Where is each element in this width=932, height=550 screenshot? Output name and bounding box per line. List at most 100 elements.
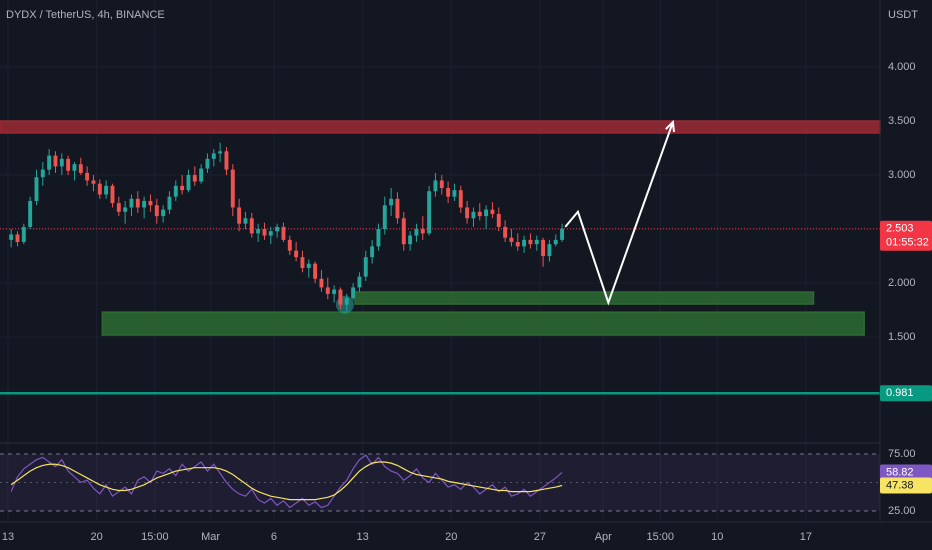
candle-body <box>338 289 343 305</box>
candle-body <box>458 190 463 208</box>
candle-body <box>439 180 444 189</box>
rsi-badge <box>880 477 932 494</box>
candle-body <box>129 198 134 208</box>
rsi-line <box>10 461 563 501</box>
candle-body <box>123 207 128 212</box>
zone <box>101 311 865 336</box>
candle-body <box>534 239 539 245</box>
x-tick-label: 13 <box>2 531 14 543</box>
candle-body <box>408 235 413 245</box>
candle-body <box>351 287 356 299</box>
candle-body <box>560 228 565 240</box>
candle-body <box>262 229 267 236</box>
candle-body <box>427 191 432 234</box>
x-tick-label: 13 <box>356 531 368 543</box>
candle-body <box>325 287 330 294</box>
candle-body <box>344 298 349 305</box>
candle-body <box>509 237 514 243</box>
candle-body <box>433 180 438 192</box>
x-tick-label: 15:00 <box>141 531 169 543</box>
candle-body <box>142 200 147 208</box>
x-tick-label: 20 <box>91 531 103 543</box>
candle-body <box>528 239 533 245</box>
currency-label: USDT <box>888 9 918 21</box>
y-tick-label: 2.000 <box>888 277 916 289</box>
candle-body <box>401 218 406 245</box>
candle-body <box>275 226 280 232</box>
candle-body <box>382 205 387 230</box>
candle-body <box>243 218 248 224</box>
candle-body <box>85 172 90 181</box>
candle-body <box>199 168 204 182</box>
candle-body <box>496 213 501 227</box>
candle-body <box>116 203 121 212</box>
zone <box>0 120 881 134</box>
candle-body <box>21 226 26 243</box>
level-label: 0.981 <box>886 387 914 399</box>
candle-body <box>452 190 457 197</box>
candle-body <box>268 231 273 236</box>
candle-body <box>357 276 362 288</box>
projection-arrowhead <box>665 119 675 133</box>
x-tick-label: 20 <box>445 531 457 543</box>
last-price-label: 2.503 <box>886 223 914 235</box>
y-tick-label: 3.500 <box>888 115 916 127</box>
candle-body <box>363 257 368 277</box>
y-tick-label: 3.000 <box>888 169 916 181</box>
candle-body <box>294 250 299 258</box>
candle-body <box>59 158 64 167</box>
x-tick-label: Mar <box>201 531 220 543</box>
x-tick-label: 17 <box>800 531 812 543</box>
candle-body <box>173 185 178 197</box>
candle-body <box>515 242 520 247</box>
candle-body <box>300 257 305 268</box>
candle-body <box>104 185 109 195</box>
candle-body <box>446 188 451 197</box>
candle-body <box>370 246 375 258</box>
candle-body <box>218 151 223 154</box>
rsi-tick-label: 25.00 <box>888 505 916 517</box>
candle-body <box>332 289 337 294</box>
x-tick-label: Apr <box>595 531 612 543</box>
candle-body <box>78 164 83 173</box>
candle-body <box>471 211 476 219</box>
candle-body <box>97 183 102 195</box>
candle-body <box>186 175 191 191</box>
candle-body <box>376 229 381 247</box>
candle-body <box>34 177 39 201</box>
candle-body <box>28 200 33 227</box>
candle-body <box>256 229 261 234</box>
candle-body <box>414 229 419 236</box>
candle-body <box>9 234 14 240</box>
candle-body <box>110 185 115 204</box>
rsi-badge-label: 47.38 <box>886 479 914 491</box>
candle-body <box>91 180 96 184</box>
countdown-label: 01:55:32 <box>886 237 929 249</box>
candle-body <box>313 263 318 279</box>
rsi-badge <box>880 464 932 481</box>
candle-body <box>15 234 20 243</box>
candle-body <box>148 200 153 206</box>
candle-body <box>281 226 286 240</box>
candle-body <box>53 155 58 167</box>
candle-body <box>230 169 235 208</box>
candle-body <box>389 198 394 206</box>
y-tick-label: 1.500 <box>888 331 916 343</box>
candle-body <box>66 158 71 171</box>
x-tick-label: 6 <box>271 531 277 543</box>
candle-body <box>211 153 216 159</box>
candle-body <box>40 169 45 178</box>
rsi-tick-label: 75.00 <box>888 448 916 460</box>
candle-body <box>541 239 546 257</box>
candle-body <box>47 155 52 170</box>
candle-body <box>237 207 242 224</box>
zone <box>354 291 815 305</box>
chart-title: DYDX / TetherUS, 4h, BINANCE <box>6 9 165 21</box>
candle-body <box>135 198 140 208</box>
candle-body <box>420 229 425 234</box>
candle-body <box>319 278 324 288</box>
x-tick-label: 15:00 <box>646 531 674 543</box>
candle-body <box>484 209 489 217</box>
candle-body <box>192 175 197 182</box>
candle-body <box>503 226 508 238</box>
